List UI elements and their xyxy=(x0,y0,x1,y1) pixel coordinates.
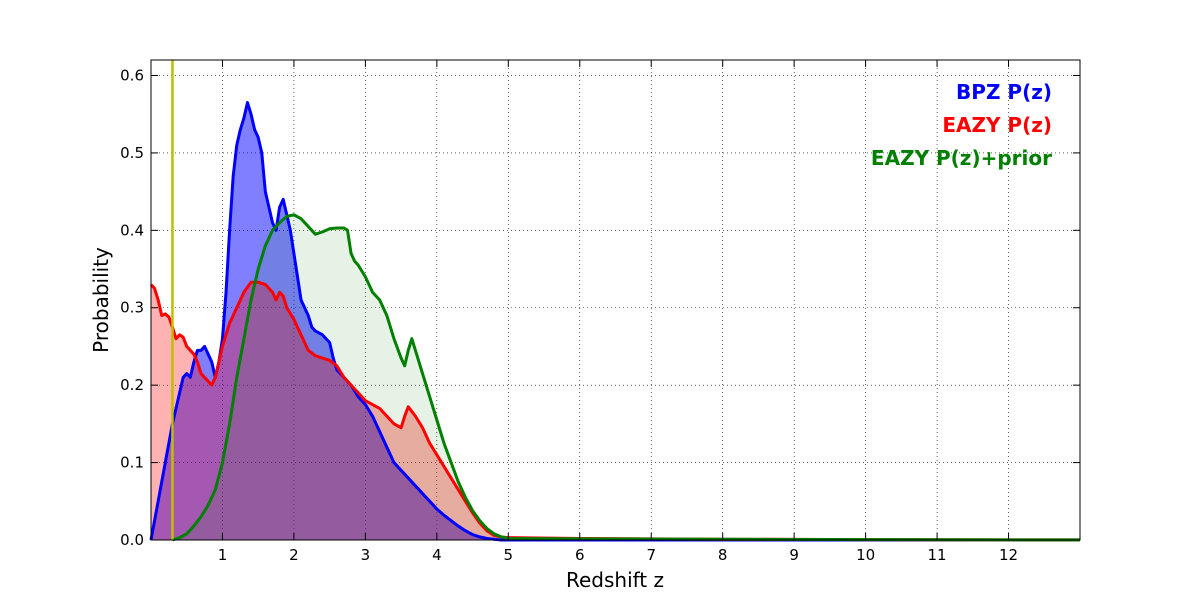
axis-ticks: 1 2 3 4 5 6 7 8 9 10 11 120.00.10.20.30.40.50.6 xyxy=(120,60,1080,564)
x-axis-label: Redshift z xyxy=(566,568,664,592)
x-tick-label: 6 xyxy=(575,546,585,564)
series-fills xyxy=(151,102,1080,540)
legend-entry-2: EAZY P(z)+prior xyxy=(871,146,1052,170)
x-tick-label: 11 xyxy=(928,546,947,564)
plot-frame xyxy=(150,59,1081,541)
x-tick-label: 8 xyxy=(718,546,728,564)
grid xyxy=(151,60,1080,541)
x-tick-label: 3 xyxy=(361,546,371,564)
x-tick-label: 12 xyxy=(999,546,1018,564)
series-fill-1 xyxy=(151,282,1080,540)
series-fill-0 xyxy=(151,102,1080,540)
x-tick-label: 10 xyxy=(856,546,875,564)
y-tick-label: 0.1 xyxy=(120,454,144,472)
series-lines xyxy=(149,101,1081,542)
series-line-2 xyxy=(171,213,1081,542)
x-tick-label: 7 xyxy=(646,546,656,564)
y-tick-label: 0.0 xyxy=(120,531,144,549)
series-line-0 xyxy=(149,101,1080,542)
x-tick-label: 1 xyxy=(218,546,228,564)
x-tick-label: 2 xyxy=(289,546,299,564)
series-fill-2 xyxy=(172,214,1080,540)
y-axis-label: Probability xyxy=(89,247,113,353)
y-tick-label: 0.4 xyxy=(120,221,144,239)
x-tick-label: 5 xyxy=(504,546,514,564)
x-tick-label: 9 xyxy=(789,546,799,564)
legend-entry-0: BPZ P(z) xyxy=(956,80,1052,104)
legend-entry-1: EAZY P(z) xyxy=(942,113,1052,137)
y-tick-label: 0.2 xyxy=(120,376,144,394)
y-tick-label: 0.6 xyxy=(120,66,144,84)
x-tick-label: 4 xyxy=(432,546,442,564)
series-line-1 xyxy=(149,280,1081,542)
legend: BPZ P(z) EAZY P(z) EAZY P(z)+prior xyxy=(871,80,1052,170)
y-tick-label: 0.3 xyxy=(120,299,144,317)
y-tick-label: 0.5 xyxy=(120,144,144,162)
